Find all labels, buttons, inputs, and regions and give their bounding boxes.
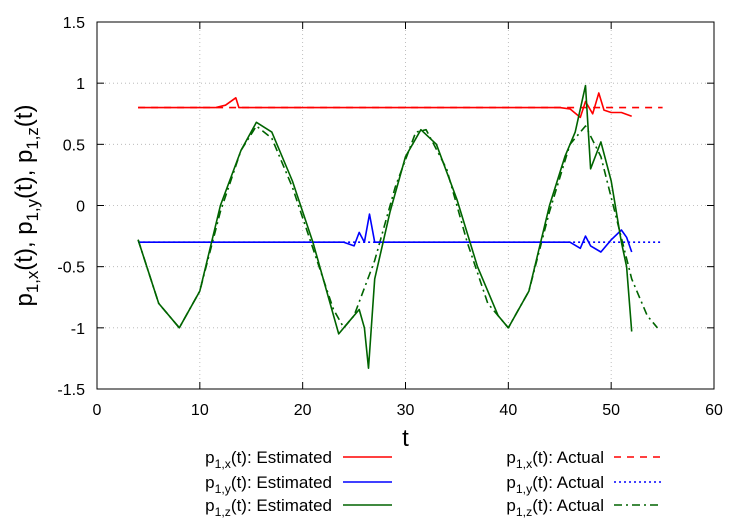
x-tick-label: 50 — [602, 402, 620, 419]
y-tick-label: -1.5 — [57, 382, 85, 399]
y-axis-title-subscript: 1,y — [23, 198, 42, 221]
grid-lines — [97, 22, 714, 389]
y-tick-label: 0 — [76, 199, 85, 216]
y-axis-title-part: p — [11, 293, 38, 306]
legend-label-subscript: 1,z — [516, 505, 532, 519]
legend-label-subscript: 1,x — [215, 457, 231, 471]
x-tick-label: 10 — [191, 402, 209, 419]
legend-label-base: p — [205, 473, 214, 492]
legend-label: p1,x(t): Estimated — [205, 448, 332, 471]
legend-label-subscript: 1,z — [215, 505, 231, 519]
y-axis-title-part: p — [11, 221, 38, 234]
series-line-1z-estimated — [137, 84, 633, 369]
legend-label-rest: (t): Actual — [532, 473, 604, 492]
legend-label-subscript: 1,y — [215, 482, 232, 496]
legend-label-rest: (t): Estimated — [231, 473, 332, 492]
legend-label-rest: (t): Estimated — [231, 448, 332, 467]
legend-label-subscript: 1,y — [516, 482, 533, 496]
x-tick-label: 40 — [499, 402, 517, 419]
x-axis-title: t — [402, 425, 409, 452]
legend-label-rest: (t): Actual — [532, 496, 604, 515]
legend-label-base: p — [506, 448, 515, 467]
legend-label-base: p — [506, 496, 515, 515]
x-tick-label: 60 — [705, 402, 723, 419]
y-tick-label: 0.5 — [63, 137, 85, 154]
axis-ticks: 0 10 20 30 40 50 60 -1.5 -1 -0.5 0 0.5 1 1.5 — [57, 15, 723, 419]
series-layer — [137, 84, 663, 369]
legend-label-base: p — [205, 496, 214, 515]
legend-label: p1,y(t): Estimated — [205, 473, 332, 496]
series-line-1y-estimated — [138, 213, 633, 253]
y-axis-title-part: (t), — [11, 163, 38, 199]
legend-label-rest: (t): Actual — [532, 448, 604, 467]
y-tick-label: 1.5 — [63, 15, 85, 32]
y-axis-title-subscript: 1,z — [23, 127, 42, 149]
y-axis-title: p1,x(t), p1,y(t), p1,z(t) — [11, 105, 42, 307]
y-axis-title-part: (t), — [11, 235, 38, 271]
y-axis-title-part: (t) — [11, 105, 38, 128]
y-tick-label: -0.5 — [57, 260, 85, 277]
x-tick-label: 0 — [93, 402, 102, 419]
x-tick-label: 30 — [397, 402, 415, 419]
legend-label: p1,z(t): Actual — [506, 496, 604, 519]
legend-label-rest: (t): Estimated — [231, 496, 332, 515]
y-axis-title-subscript: 1,x — [23, 270, 42, 293]
x-tick-label: 20 — [294, 402, 312, 419]
y-tick-label: -1 — [71, 321, 85, 338]
series-line-1x-estimated — [138, 92, 632, 119]
y-axis-title-part: p — [11, 150, 38, 163]
y-tick-label: 1 — [76, 76, 85, 93]
legend-label: p1,z(t): Estimated — [205, 496, 332, 519]
legend-label-base: p — [506, 473, 515, 492]
legend-label: p1,y(t): Actual — [506, 473, 604, 496]
legend-label-base: p — [205, 448, 214, 467]
legend-label-subscript: 1,x — [516, 457, 532, 471]
legend-label: p1,x(t): Actual — [506, 448, 604, 471]
